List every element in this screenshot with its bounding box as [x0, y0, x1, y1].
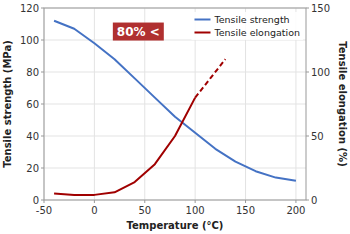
ticks: -50050100150200020406080100120050100150 [20, 3, 330, 217]
y2-axis-label: Tensile elongation (%) [337, 41, 348, 166]
tick [306, 72, 309, 73]
tick [41, 200, 44, 201]
tick-label: 60 [26, 99, 39, 110]
tick [245, 200, 246, 203]
plot-frame [44, 8, 306, 200]
legend-label: Tensile strength [213, 14, 289, 25]
tick-label: 20 [26, 163, 39, 174]
tick-label: 100 [311, 67, 330, 78]
tick [144, 200, 145, 203]
tick-label: 80 [26, 67, 39, 78]
x-axis-label: Temperature (°C) [127, 220, 224, 231]
tick-label: -50 [36, 205, 52, 216]
series-line [54, 21, 296, 181]
tick-label: 150 [236, 205, 255, 216]
tick-label: 100 [20, 35, 39, 46]
annotation-box [113, 23, 164, 41]
tick-label: 50 [138, 205, 151, 216]
legend-background [191, 12, 303, 40]
tick-label: 100 [186, 205, 205, 216]
tick-label: 0 [311, 195, 317, 206]
tick-label: 50 [311, 131, 324, 142]
tick [41, 136, 44, 137]
tick [306, 8, 309, 9]
tick [295, 200, 296, 203]
tick-label: 200 [286, 205, 305, 216]
grid-line [44, 72, 306, 73]
series-group [54, 21, 296, 195]
grid-line [44, 104, 306, 105]
legend-label: Tensile elongation [213, 27, 300, 38]
grid-line [44, 168, 306, 169]
series-line [54, 98, 195, 195]
annotation: 80% < [113, 23, 164, 41]
tick [306, 200, 309, 201]
tick [41, 104, 44, 105]
legend: Tensile strength Tensile elongation [191, 12, 303, 40]
legend-swatch [194, 32, 210, 34]
tick [94, 200, 95, 203]
tick-label: 0 [91, 205, 97, 216]
tick-label: 0 [33, 195, 39, 206]
annotation-text: 80% < [117, 25, 160, 39]
tick [306, 136, 309, 137]
y-axis-label: Tensile strength (MPa) [2, 40, 13, 167]
tick [41, 40, 44, 41]
tick [195, 200, 196, 203]
series-line [195, 59, 225, 97]
tick-label: 40 [26, 131, 39, 142]
tick-label: 120 [20, 3, 39, 14]
tick [41, 72, 44, 73]
grid [44, 8, 306, 200]
tick-label: 150 [311, 3, 330, 14]
tick [41, 8, 44, 9]
legend-swatch [194, 19, 210, 21]
tick [41, 168, 44, 169]
chart: -50050100150200020406080100120050100150T… [0, 0, 350, 234]
